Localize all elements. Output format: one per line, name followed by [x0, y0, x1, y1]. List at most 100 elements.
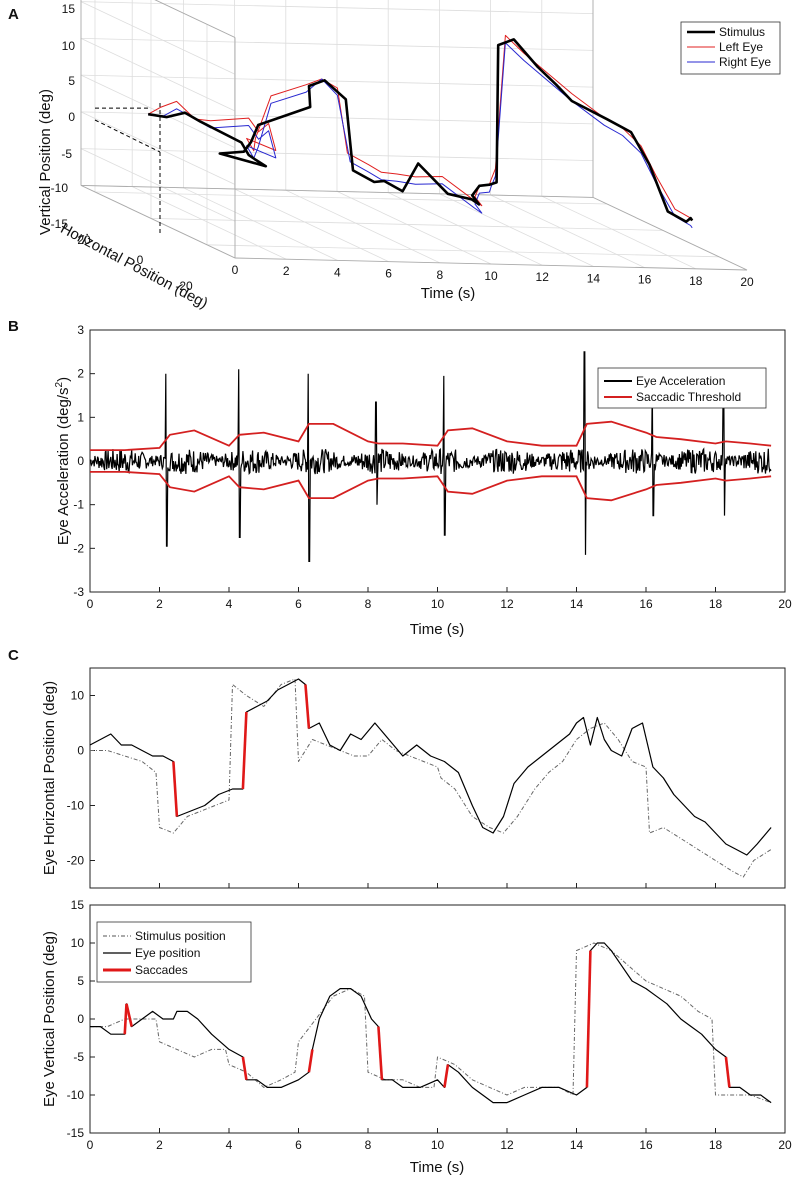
- panel-b-label: B: [8, 318, 19, 335]
- panel-a-z-tick-label: -15: [51, 217, 69, 231]
- panel-a-box-edge: [592, 196, 748, 271]
- panel-a-floor-gridline: [336, 191, 492, 265]
- panel-b-y-tick-label: 2: [77, 367, 84, 381]
- panel-b-y-tick-label: -3: [73, 585, 84, 599]
- panel-a-floor-gridline: [541, 195, 696, 270]
- panel-a-side-gridline: [80, 111, 236, 185]
- panel-c-x-tick-label: 10: [431, 1138, 445, 1152]
- panel-b-y-tick-label: 0: [77, 454, 84, 468]
- panel-b-series: [89, 351, 772, 563]
- panel-a-x-tick-label: 16: [638, 273, 652, 287]
- panel-a-side-gridline: [80, 74, 236, 149]
- panel-c-x-tick-label: 18: [709, 1138, 723, 1152]
- panel-b-x-tick-label: 4: [226, 597, 233, 611]
- panel-a-floor-gridline: [150, 218, 664, 231]
- panel-b-x-tick-label: 10: [431, 597, 445, 611]
- legend-label-left-eye: Left Eye: [719, 40, 763, 54]
- panel-a-x-tick-label: 0: [232, 263, 239, 277]
- panel-a-z-tick-label: -5: [61, 147, 72, 161]
- panel-b-y-tick-label: -1: [73, 498, 84, 512]
- panel-a-floor-gridline: [285, 189, 440, 264]
- panel-c-bottom-y-tick-label: 0: [77, 1012, 84, 1026]
- panel-a-floor-gridline: [234, 188, 389, 262]
- panel-a-line-left-eye: [147, 34, 693, 221]
- panel-a-box-edge: [80, 184, 594, 198]
- panel-b-y-label-superscript: 2: [54, 381, 65, 387]
- panel-c-top-saccade-segment: [241, 711, 248, 790]
- panel-a-ref-line: [94, 119, 161, 153]
- panel-a-y-tick-label: 0: [137, 253, 144, 267]
- panel-a-x-axis-label: Time (s): [421, 285, 475, 302]
- panel-a-x-tick-label: 8: [436, 268, 443, 282]
- legend-label-saccades: Saccades: [135, 963, 188, 977]
- panel-c-x-tick-label: 20: [778, 1138, 792, 1152]
- panel-a-side-gridline: [80, 38, 236, 112]
- panel-b-x-tick-label: 2: [156, 597, 163, 611]
- panel-a-side-gridline: [80, 1, 236, 75]
- panel-c-x-tick-label: 8: [365, 1138, 372, 1152]
- panel-a-x-tick-label: 12: [536, 270, 550, 284]
- panel-c-x-tick-label: 14: [570, 1138, 584, 1152]
- panel-c-legend: Stimulus position Eye position Saccades: [96, 921, 252, 983]
- panel-a-floor-gridline: [206, 244, 720, 258]
- panel-a-x-tick-label: 20: [740, 275, 754, 289]
- panel-a-x-tick-label: 2: [283, 264, 290, 278]
- panel-a-floor-gridline: [94, 191, 608, 205]
- panel-b-y-tick-label: -2: [73, 541, 84, 555]
- panel-c-top-y-tick-label: -10: [67, 799, 85, 813]
- panel-a-line-stimulus: [147, 38, 694, 224]
- panel-b-x-tick-label: 14: [570, 597, 584, 611]
- panel-c-x-tick-label: 4: [226, 1138, 233, 1152]
- panel-a-y-tick-label: -20: [175, 279, 193, 293]
- panel-c-bottom-y-tick-label: 10: [71, 936, 85, 950]
- panel-a-x-tick-label: 4: [334, 265, 341, 279]
- panel-b-y-label-close: ): [55, 377, 72, 382]
- panel-b-x-tick-label: 18: [709, 597, 723, 611]
- panel-a-floor-gridline: [183, 187, 338, 261]
- panel-c-top-y-tick-label: 0: [77, 744, 84, 758]
- legend-label-eye-acceleration: Eye Acceleration: [636, 374, 725, 388]
- panel-a-z-tick-label: 10: [62, 39, 76, 53]
- panel-c-x-tick-label: 2: [156, 1138, 163, 1152]
- legend-label-eye-position: Eye position: [135, 946, 200, 960]
- panel-a-box-edge: [234, 257, 748, 271]
- panel-c-x-tick-label: 12: [500, 1138, 514, 1152]
- panel-a-label: A: [8, 6, 19, 23]
- panel-c-bottom-saccade-segment: [125, 1003, 133, 1027]
- panel-a-y-axis-label: Horizontal Position (deg): [58, 220, 211, 312]
- panel-a: A 0 2 4 6 8 10 12 14 16 18 20151050-5-10-15200-20 …: [8, 0, 781, 312]
- panel-a-floor-gridline: [132, 186, 287, 260]
- panel-c-top-y-axis-label: Eye Horizontal Position (deg): [41, 681, 58, 875]
- panel-a-y-tick-label: 20: [77, 233, 91, 247]
- panel-b-legend: Eye Acceleration Saccadic Threshold: [597, 367, 767, 409]
- panel-b-y-label-main: Eye Acceleration (deg/s: [55, 387, 72, 545]
- panel-c-bottom-y-tick-label: -10: [67, 1088, 85, 1102]
- panel-a-z-axis-label: Vertical Position (deg): [37, 89, 54, 235]
- panel-a-z-tick-label: 15: [62, 2, 76, 16]
- panel-a-legend: Stimulus Left Eye Right Eye: [680, 21, 781, 75]
- panel-c-bottom-saccade-segment: [123, 1003, 128, 1035]
- legend-label-stimulus: Stimulus: [719, 25, 765, 39]
- panel-c-top-saccade-segment: [172, 761, 179, 817]
- panel-b-legend-box: [597, 367, 767, 409]
- panel-c-bottom-saccade-segment: [307, 1049, 314, 1073]
- legend-label-saccadic-threshold: Saccadic Threshold: [636, 390, 741, 404]
- panel-c-x-tick-label: 16: [639, 1138, 653, 1152]
- legend-label-stimulus-position: Stimulus position: [135, 929, 226, 943]
- panel-a-x-tick-label: 10: [484, 269, 498, 283]
- panel-b-x-tick-label: 8: [365, 597, 372, 611]
- panel-a-side-gridline: [154, 0, 236, 38]
- panel-b-eye-acceleration-line: [89, 351, 772, 563]
- panel-c-bottom-saccade-segment: [443, 1064, 450, 1088]
- panel-c-bottom-saccade-segment: [377, 1026, 384, 1080]
- panel-a-back-gridline: [80, 1, 594, 15]
- panel-c-legend-box: [96, 921, 252, 983]
- panel-b-x-tick-label: 0: [87, 597, 94, 611]
- panel-c-x-tick-label: 0: [87, 1138, 94, 1152]
- panel-b-x-tick-label: 20: [778, 597, 792, 611]
